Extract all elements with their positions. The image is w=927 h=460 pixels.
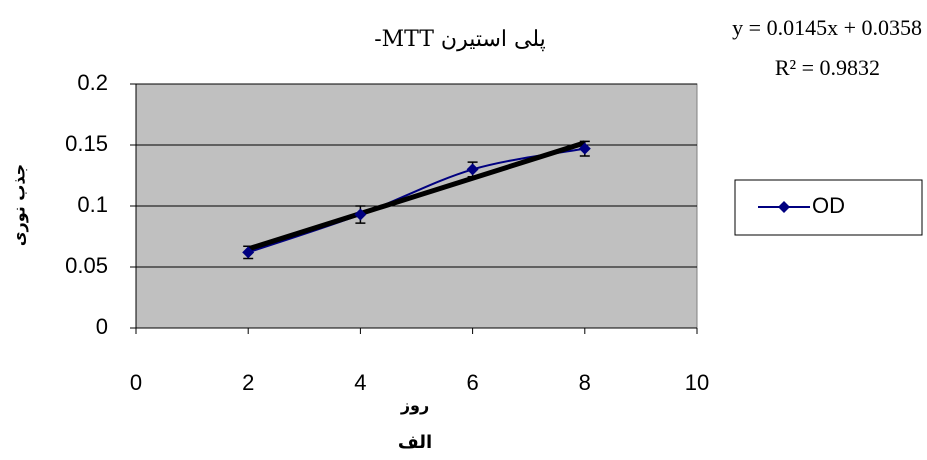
trendline: [247, 140, 586, 252]
y-tick-label: 0.2: [77, 70, 108, 95]
y-tick-label: 0: [96, 314, 108, 339]
x-tick-label: 4: [354, 370, 366, 395]
x-axis-label: روز: [400, 396, 429, 415]
x-tick-label: 10: [685, 370, 709, 395]
y-tick-label: 0.05: [65, 253, 108, 278]
y-tick-label: 0.15: [65, 131, 108, 156]
x-tick-label: 0: [130, 370, 142, 395]
trend-equation: y = 0.0145x + 0.0358: [732, 15, 922, 40]
chart-title: پلی استیرن MTT-: [374, 27, 546, 52]
x-tick-label: 6: [466, 370, 478, 395]
y-tick-label: 0.1: [77, 192, 108, 217]
data-point: [242, 246, 255, 259]
y-axis-label: جذب نوری: [10, 164, 29, 246]
legend-marker: [778, 201, 790, 213]
x-tick-label: 8: [579, 370, 591, 395]
r-squared: R² = 0.9832: [775, 55, 880, 80]
data-point: [354, 208, 367, 221]
data-point: [578, 142, 591, 155]
data-point: [466, 163, 479, 176]
legend-label: OD: [812, 193, 845, 218]
caption: الف: [398, 432, 432, 453]
x-tick-label: 2: [242, 370, 254, 395]
